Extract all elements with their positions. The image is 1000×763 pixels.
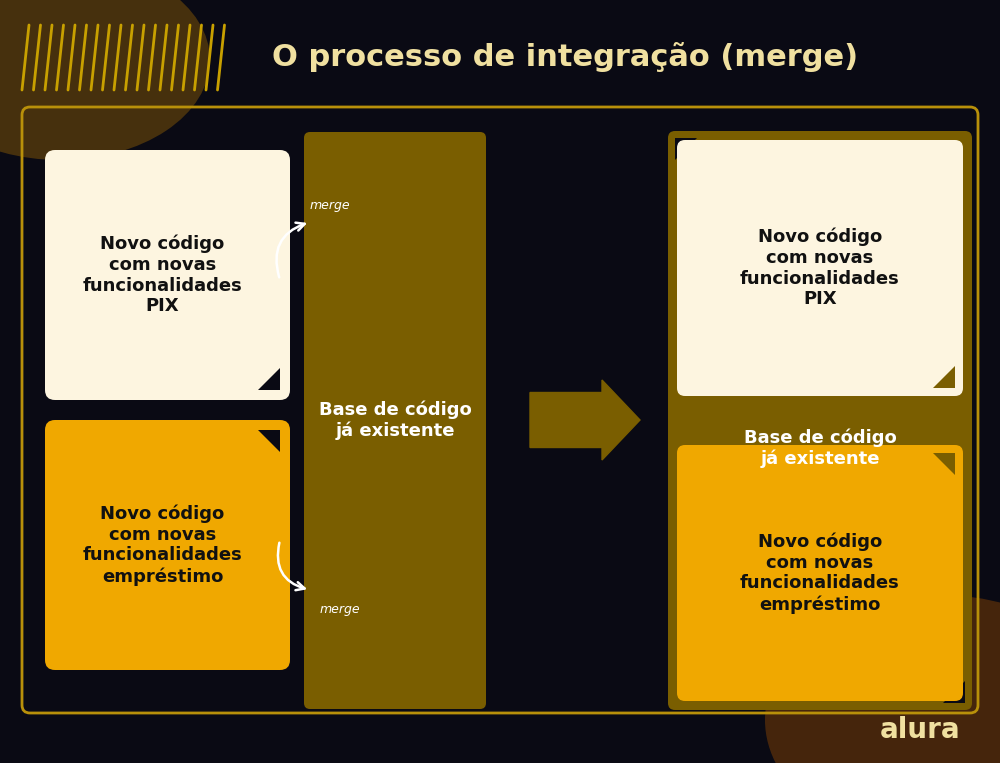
- Text: Novo código
com novas
funcionalidades
empréstimo: Novo código com novas funcionalidades em…: [740, 533, 900, 613]
- Polygon shape: [55, 160, 280, 390]
- Text: Base de código
já existente: Base de código já existente: [744, 428, 896, 468]
- Polygon shape: [943, 681, 965, 703]
- FancyBboxPatch shape: [45, 420, 290, 670]
- FancyBboxPatch shape: [677, 140, 963, 396]
- Text: merge: merge: [310, 198, 350, 211]
- Ellipse shape: [0, 0, 210, 160]
- Polygon shape: [258, 430, 280, 452]
- Polygon shape: [933, 366, 955, 388]
- Text: Novo código
com novas
funcionalidades
empréstimo: Novo código com novas funcionalidades em…: [83, 504, 242, 586]
- Text: alura: alura: [879, 716, 960, 744]
- Text: Novo código
com novas
funcionalidades
PIX: Novo código com novas funcionalidades PI…: [740, 227, 900, 308]
- Ellipse shape: [765, 595, 1000, 763]
- Polygon shape: [258, 368, 280, 390]
- FancyBboxPatch shape: [668, 131, 972, 710]
- Text: Novo código
com novas
funcionalidades
PIX: Novo código com novas funcionalidades PI…: [83, 234, 242, 315]
- FancyArrow shape: [530, 380, 640, 460]
- Text: Base de código
já existente: Base de código já existente: [319, 401, 471, 440]
- FancyBboxPatch shape: [45, 150, 290, 400]
- FancyBboxPatch shape: [304, 132, 486, 709]
- FancyBboxPatch shape: [677, 445, 963, 701]
- Text: O processo de integração (merge): O processo de integração (merge): [272, 42, 858, 72]
- Polygon shape: [933, 453, 955, 475]
- Polygon shape: [675, 138, 697, 160]
- Text: merge: merge: [320, 604, 360, 617]
